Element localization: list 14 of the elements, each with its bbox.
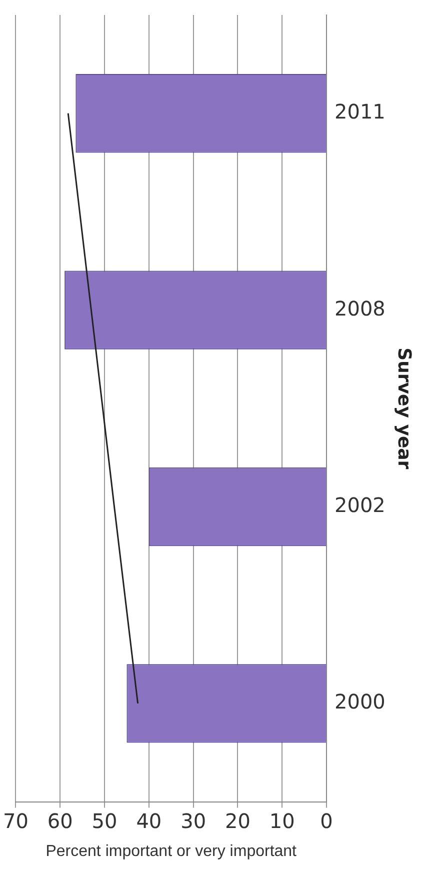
y-tick-label: 2002 (334, 492, 386, 517)
y-tick-label: 2011 (334, 100, 386, 124)
x-axis-title: Percent important or very important (46, 842, 298, 860)
x-tick-label: 0 (320, 809, 333, 834)
x-tick-label: 10 (269, 809, 295, 834)
y-axis-title: Survey year (394, 348, 415, 470)
x-tick-label: 20 (224, 809, 250, 834)
y-tick-label: 2008 (334, 296, 386, 320)
y-tick-label: 2000 (334, 690, 386, 714)
x-tick-label: 30 (180, 809, 206, 834)
x-tick-label: 60 (47, 809, 73, 834)
x-tick-label: 50 (92, 809, 118, 834)
x-tick-label: 40 (136, 809, 162, 834)
x-tick-label: 70 (3, 809, 28, 834)
